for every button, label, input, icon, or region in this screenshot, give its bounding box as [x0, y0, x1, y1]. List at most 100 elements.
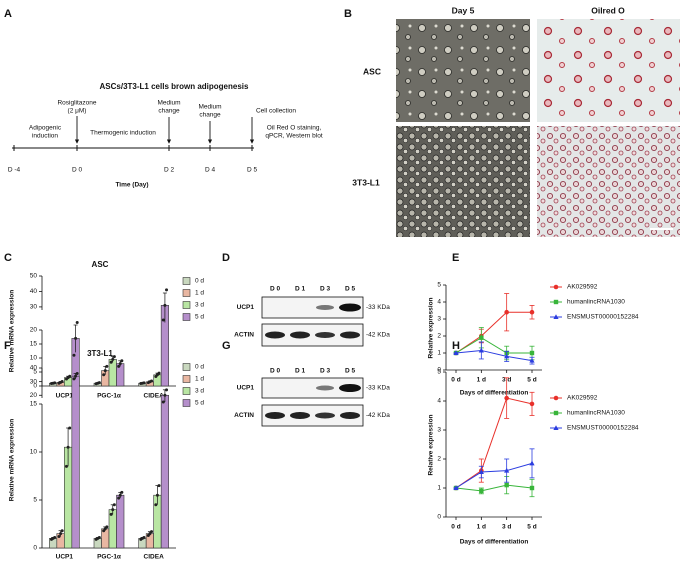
panel-label: A: [4, 8, 12, 20]
band: [340, 412, 360, 419]
marker: [529, 350, 535, 356]
annotation: (2 μM): [68, 108, 87, 115]
y-tick-label: 4: [437, 398, 441, 405]
marker: [453, 485, 459, 490]
lane-label: D 3: [320, 368, 331, 375]
data-point: [150, 530, 154, 534]
data-point: [109, 512, 113, 516]
lane-label: D 1: [295, 286, 306, 293]
data-point: [142, 535, 146, 539]
panel-label: F: [4, 340, 11, 352]
legend-swatch: [182, 289, 191, 297]
legend-label: humanlincRNA1030: [567, 410, 625, 417]
band: [339, 303, 361, 312]
series-line: [455, 311, 532, 354]
marker: [529, 460, 535, 466]
data-point: [74, 336, 78, 340]
y-tick-label: 2: [437, 456, 441, 463]
series-line: [455, 462, 533, 489]
x-tick-label: CIDEA: [144, 393, 165, 400]
legend-swatch: [182, 313, 191, 321]
legend-marker: [553, 314, 559, 319]
x-axis-label: Days of differentiation: [460, 390, 529, 397]
legend-label: 1 d: [195, 290, 204, 297]
legend-label: ENSMUST00000152284: [567, 425, 639, 432]
y-tick-label: 0: [33, 383, 37, 390]
row-header: 3T3-L1: [352, 177, 380, 187]
protein-label: ACTIN: [234, 412, 254, 419]
data-point: [165, 288, 169, 292]
x-tick-label: 0 d: [451, 377, 460, 384]
y-tick-label: 50: [30, 273, 38, 280]
lane-label: D 5: [345, 286, 356, 293]
legend-swatch: [182, 301, 191, 309]
band: [265, 331, 285, 339]
data-point: [60, 529, 64, 533]
y-tick-label: 0: [437, 514, 441, 521]
legend-label: 0 d: [195, 278, 204, 285]
x-tick-label: 5 d: [527, 377, 536, 384]
data-point: [66, 445, 70, 449]
data-point: [157, 371, 161, 375]
y-tick-label: 5: [437, 369, 441, 376]
y-tick-label: 15: [30, 401, 38, 408]
annotation: Cell collection: [256, 108, 296, 115]
annotation: Thermogenic induction: [90, 130, 156, 137]
legend-swatch: [182, 375, 191, 383]
legend-marker: [553, 395, 559, 401]
legend-label: humanlincRNA1030: [567, 299, 625, 306]
data-point: [97, 535, 101, 539]
blot-frame: [261, 377, 364, 399]
data-point: [154, 503, 158, 507]
marker: [529, 309, 535, 315]
y-tick-label: 30: [30, 304, 38, 311]
data-point: [75, 371, 79, 375]
x-tick-label: PGC-1α: [97, 393, 121, 400]
data-point: [109, 360, 113, 364]
lane-label: D 0: [270, 368, 281, 375]
x-tick-label: UCP1: [56, 393, 74, 400]
marker: [504, 353, 510, 359]
day-label: D 2: [164, 167, 175, 174]
micrograph: [537, 19, 680, 122]
data-point: [74, 374, 78, 378]
data-point: [120, 490, 124, 494]
blot-frame: [261, 404, 364, 427]
x-tick-label: 1 d: [477, 377, 486, 384]
data-point: [155, 493, 159, 497]
data-point: [75, 321, 79, 324]
timeline-arrows: [74, 116, 255, 144]
row-header: ASC: [363, 66, 381, 76]
legend-marker: [553, 425, 559, 430]
protein-label: UCP1: [237, 304, 255, 311]
lane-label: D 5: [345, 368, 356, 375]
panel-label: E: [452, 252, 459, 264]
annotation: Rosiglitazone: [57, 100, 96, 107]
data-point: [64, 464, 68, 468]
annotation: Adipogenic: [29, 125, 62, 132]
y-tick-label: 20: [30, 327, 38, 334]
data-point: [117, 364, 121, 368]
lane-label: D 3: [320, 286, 331, 293]
y-axis-label: Relative expression: [428, 297, 435, 358]
band: [290, 412, 310, 419]
annotation: Medium: [198, 104, 221, 111]
legend-label: ENSMUST00000152284: [567, 314, 639, 321]
data-point: [117, 496, 121, 500]
band: [316, 385, 334, 391]
x-axis-label: Days of differentiation: [460, 539, 529, 546]
y-tick-label: 40: [30, 365, 38, 372]
data-point: [118, 362, 122, 366]
blot-frame: [261, 296, 364, 319]
bar: [71, 375, 80, 549]
marker: [529, 401, 535, 407]
column-header: Oilred O: [591, 5, 625, 15]
data-point: [57, 534, 61, 538]
data-point: [142, 381, 146, 385]
y-tick-label: 0: [33, 545, 37, 552]
band: [265, 412, 285, 419]
y-tick-label: 4: [437, 299, 441, 306]
data-point: [60, 380, 64, 384]
blot-frame: [261, 323, 364, 347]
legend-label: 3 d: [195, 302, 204, 309]
